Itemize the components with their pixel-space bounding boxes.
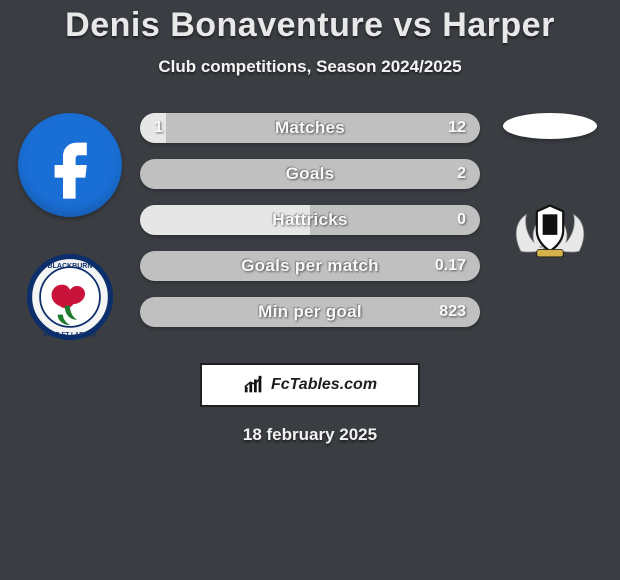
subtitle: Club competitions, Season 2024/2025 bbox=[0, 57, 620, 77]
stat-value-right: 2 bbox=[457, 159, 466, 189]
stat-value-right: 12 bbox=[448, 113, 466, 143]
left-player-avatar bbox=[18, 113, 122, 217]
stat-value-left: 1 bbox=[154, 113, 163, 143]
right-player-column bbox=[490, 107, 610, 273]
club-crest-icon: BLACKBURN ARTE ET LABORE bbox=[26, 253, 114, 341]
page-title: Denis Bonaventure vs Harper bbox=[0, 0, 620, 45]
bar-chart-icon bbox=[243, 374, 265, 396]
stat-row: Goals2 bbox=[140, 159, 480, 189]
right-club-badge bbox=[506, 185, 594, 273]
club-crest-icon bbox=[506, 189, 594, 269]
stat-value-right: 0.17 bbox=[435, 251, 466, 281]
stat-label: Matches bbox=[140, 113, 480, 143]
brand-text: FcTables.com bbox=[271, 376, 377, 394]
brand-box: FcTables.com bbox=[200, 363, 420, 407]
right-player-avatar bbox=[503, 113, 597, 139]
stat-row: Hattricks0 bbox=[140, 205, 480, 235]
stat-row: Goals per match0.17 bbox=[140, 251, 480, 281]
stat-value-right: 823 bbox=[439, 297, 466, 327]
date-line: 18 february 2025 bbox=[0, 425, 620, 445]
stat-label: Goals bbox=[140, 159, 480, 189]
svg-text:ARTE ET LABORE: ARTE ET LABORE bbox=[43, 332, 97, 339]
h2h-infographic: Denis Bonaventure vs Harper Club competi… bbox=[0, 0, 620, 580]
svg-text:BLACKBURN: BLACKBURN bbox=[48, 263, 93, 270]
stat-row: Matches1 12 bbox=[140, 113, 480, 143]
left-player-column: BLACKBURN ARTE ET LABORE bbox=[10, 107, 130, 341]
facebook-icon bbox=[35, 130, 105, 200]
stat-label: Min per goal bbox=[140, 297, 480, 327]
stat-value-right: 0 bbox=[457, 205, 466, 235]
stat-label: Goals per match bbox=[140, 251, 480, 281]
left-club-badge: BLACKBURN ARTE ET LABORE bbox=[26, 253, 114, 341]
stat-row: Min per goal823 bbox=[140, 297, 480, 327]
content-area: BLACKBURN ARTE ET LABORE Matches1 12 Goals… bbox=[0, 107, 620, 347]
stat-bars: Matches1 12 Goals2 Hattricks0 Goals per matc… bbox=[140, 113, 480, 343]
stat-label: Hattricks bbox=[140, 205, 480, 235]
